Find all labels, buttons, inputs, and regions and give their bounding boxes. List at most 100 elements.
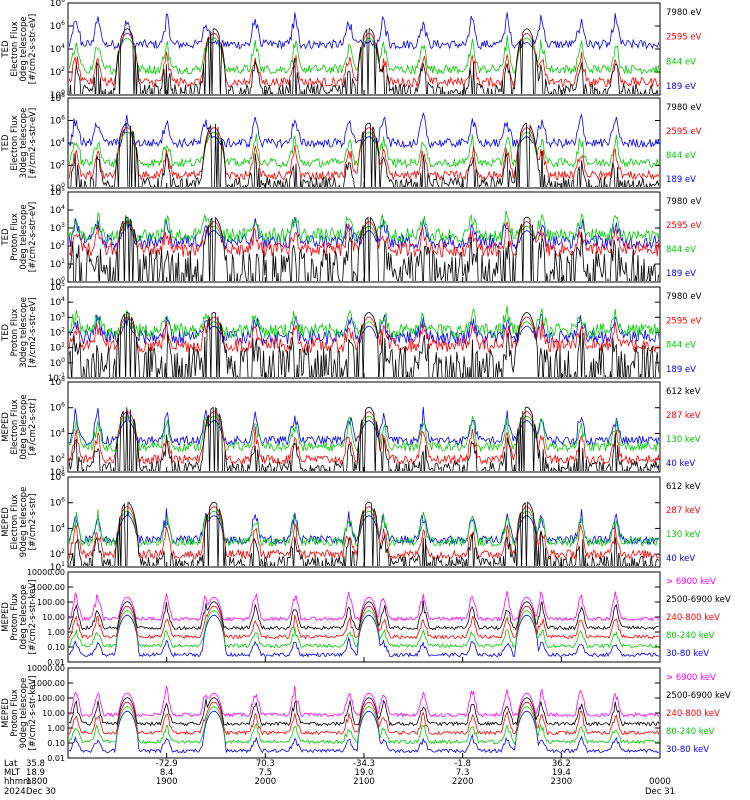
y-axis-label: MEPED Proton Flux 90deg telescope [#/cm2-s-… [1, 676, 38, 751]
y-tick-label: 100 [50, 276, 65, 288]
y-tick-label: 100 [50, 357, 65, 369]
legend-entry: 40 keV [666, 554, 695, 564]
legend-entry: 189 eV [666, 82, 696, 92]
x-tick-label: -34.3 [353, 759, 375, 769]
y-tick-label: 104 [50, 137, 65, 149]
y-axis-label-line: TED [1, 40, 11, 59]
y-tick-label: 105 [50, 186, 65, 198]
legend-entry: 844 eV [666, 57, 696, 67]
y-axis-label-line: Electron Flux [10, 494, 20, 549]
y-tick-label: 0.01 [47, 658, 65, 667]
legend-entry: 240-800 keV [666, 613, 720, 623]
panel-frame [67, 2, 661, 96]
y-tick-label: 104 [50, 522, 65, 534]
x-tick-label: 2300 [551, 777, 573, 787]
y-axis-label-line: MEPED [1, 507, 11, 537]
data-traces [69, 501, 659, 566]
y-axis-label-line: 90deg telescope [19, 487, 29, 558]
y-tick-label: 102 [50, 160, 65, 172]
y-tick-label: 103 [50, 222, 65, 234]
legend-entry: > 6900 keV [666, 673, 716, 683]
panel-3: 100 101 102 103 104 105 TED Proton Flux 0deg tel… [1, 186, 702, 288]
y-axis-label: MEPED Electron Flux 90deg telescope [#/cm2-… [1, 487, 38, 558]
series-trace-80-240-kev [69, 706, 659, 745]
legend-entry: 189 eV [666, 175, 696, 185]
y-axis-label: TED Proton Flux 30deg telescope [#/cm2-s-st… [1, 297, 38, 368]
y-tick-label: 10000.00 [27, 568, 65, 577]
legend-entry: 80-240 keV [666, 631, 715, 641]
y-tick-label: 105 [50, 281, 65, 293]
x-tick-label: 19.4 [552, 768, 571, 778]
x-axis-row-label: Lat [4, 759, 18, 769]
series-trace-240-800-kev [69, 701, 659, 736]
x-tick-label: 2100 [353, 777, 375, 787]
y-tick-label: 104 [50, 204, 65, 216]
legend-entry: 844 eV [666, 341, 696, 351]
series-trace-130-kev [69, 509, 659, 548]
x-tick-label: Dec 31 [645, 787, 675, 797]
y-tick-label: 101 [50, 258, 65, 270]
y-tick-label: 0.10 [47, 739, 65, 748]
series-trace--6900-kev [69, 590, 659, 622]
y-tick-label: 10.00 [42, 709, 65, 718]
series-trace-30-80-kev [69, 710, 659, 754]
y-tick-label: 106 [50, 497, 65, 509]
x-tick-label: 2000 [255, 777, 277, 787]
legend-entry: 30-80 keV [666, 649, 709, 659]
series-trace-130-kev [69, 415, 659, 453]
legend-entry: 2595 eV [666, 127, 702, 137]
x-tick-label: Dec 30 [26, 787, 56, 797]
series-trace-287-kev [69, 506, 659, 561]
x-tick-label: 1800 [26, 777, 48, 787]
y-axis-label-line: Proton Flux [10, 689, 20, 737]
legend-entry: 2595 eV [666, 316, 702, 326]
series-trace-240-800-kev [69, 605, 659, 640]
legend-entry: 80-240 keV [666, 727, 715, 737]
series-trace-7980-ev [69, 28, 659, 94]
y-tick-label: 104 [50, 296, 65, 308]
legend-entry: 844 eV [666, 151, 696, 161]
y-tick-label: 108 [50, 376, 65, 388]
y-axis-label-line: 30deg telescope [19, 297, 29, 368]
y-tick-label: 1000.00 [32, 679, 65, 688]
y-axis-label-line: 30deg telescope [19, 108, 29, 179]
y-axis-label-line: TED [1, 228, 11, 247]
legend-entry: 287 keV [666, 506, 701, 516]
y-axis-label-line: [#/cm2-s-str-keV] [28, 676, 38, 751]
legend-entry: 612 keV [666, 482, 701, 492]
y-tick-label: 1.00 [47, 628, 65, 637]
x-tick-label: 35.8 [26, 759, 45, 769]
legend-entry: 30-80 keV [666, 745, 709, 755]
panel-frame [67, 571, 661, 663]
x-tick-label: 36.2 [552, 759, 571, 769]
data-traces [69, 590, 659, 658]
y-tick-label: 104 [50, 427, 65, 439]
y-axis-label-line: 0deg telescope [19, 16, 29, 81]
y-tick-label: 106 [50, 402, 65, 414]
y-tick-label: 102 [50, 66, 65, 78]
legend-entry: 189 eV [666, 269, 696, 279]
series-trace-7980-ev [69, 122, 659, 187]
y-tick-label: 100.00 [37, 598, 65, 607]
y-axis-label-line: TED [1, 323, 11, 342]
y-axis-label-line: 0deg telescope [19, 584, 29, 649]
x-tick-label: 1900 [156, 777, 178, 787]
series-trace-30-80-kev [69, 614, 659, 658]
series-trace-612-kev [69, 501, 659, 566]
legend-entry: 40 keV [666, 459, 695, 469]
series-trace-612-kev [69, 406, 659, 471]
y-axis-label-line: 90deg telescope [19, 678, 29, 749]
legend-entry: 2595 eV [666, 33, 702, 43]
y-tick-label: 10000.00 [27, 664, 65, 673]
y-axis-label: TED Electron Flux 0deg telescope [#/cm2-s-s… [1, 14, 38, 84]
panel-1: 100 102 104 106 108 TED Electron Flux 0deg tele… [1, 0, 702, 101]
y-tick-label: 102 [50, 240, 65, 252]
y-axis-label-line: Electron Flux [10, 115, 20, 170]
y-axis-label-line: Proton Flux [10, 309, 20, 357]
legend-entry: 189 eV [666, 365, 696, 375]
x-tick-label: 7.3 [456, 768, 470, 778]
data-traces [69, 12, 659, 94]
